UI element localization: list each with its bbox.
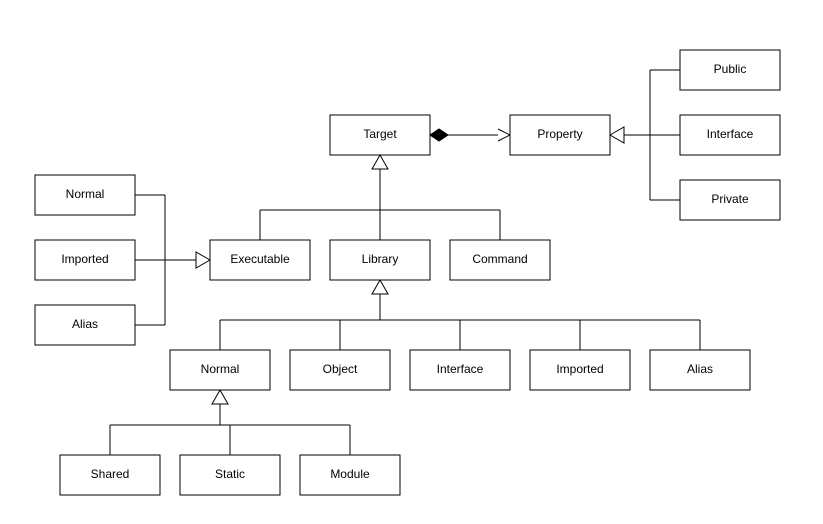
node-target: Target (330, 115, 430, 155)
node-library: Library (330, 240, 430, 280)
node-module: Module (300, 455, 400, 495)
node-libAlias: Alias (650, 350, 750, 390)
node-static: Static (180, 455, 280, 495)
node-property: Property (510, 115, 610, 155)
node-label: Imported (556, 362, 603, 376)
node-exImported: Imported (35, 240, 135, 280)
node-label: Normal (66, 187, 105, 201)
generalization-executable (135, 195, 210, 325)
node-interfaceP: Interface (680, 115, 780, 155)
node-label: Public (714, 62, 747, 76)
node-label: Static (215, 467, 245, 481)
node-label: Interface (437, 362, 484, 376)
node-libInterface: Interface (410, 350, 510, 390)
node-label: Command (472, 252, 527, 266)
uml-diagram: Target Property Public Interface Private Exec… (0, 0, 823, 524)
node-shared: Shared (60, 455, 160, 495)
node-label: Normal (201, 362, 240, 376)
node-label: Object (323, 362, 358, 376)
node-exAlias: Alias (35, 305, 135, 345)
node-label: Property (537, 127, 582, 141)
node-label: Shared (91, 467, 130, 481)
node-libNormal: Normal (170, 350, 270, 390)
node-label: Alias (72, 317, 98, 331)
node-label: Interface (707, 127, 754, 141)
node-label: Target (363, 127, 397, 141)
node-public: Public (680, 50, 780, 90)
node-label: Alias (687, 362, 713, 376)
generalization-property (610, 70, 680, 200)
node-private: Private (680, 180, 780, 220)
node-command: Command (450, 240, 550, 280)
nodes: Target Property Public Interface Private Exec… (35, 50, 780, 495)
node-exNormal: Normal (35, 175, 135, 215)
node-label: Library (362, 252, 399, 266)
node-libObject: Object (290, 350, 390, 390)
node-label: Module (330, 467, 370, 481)
generalization-target (260, 155, 500, 240)
node-label: Imported (61, 252, 108, 266)
generalization-libNormal (110, 390, 350, 455)
generalization-library (220, 280, 700, 350)
assoc-target-property (430, 129, 510, 141)
node-libImported: Imported (530, 350, 630, 390)
node-label: Private (711, 192, 749, 206)
node-label: Executable (230, 252, 290, 266)
node-executable: Executable (210, 240, 310, 280)
